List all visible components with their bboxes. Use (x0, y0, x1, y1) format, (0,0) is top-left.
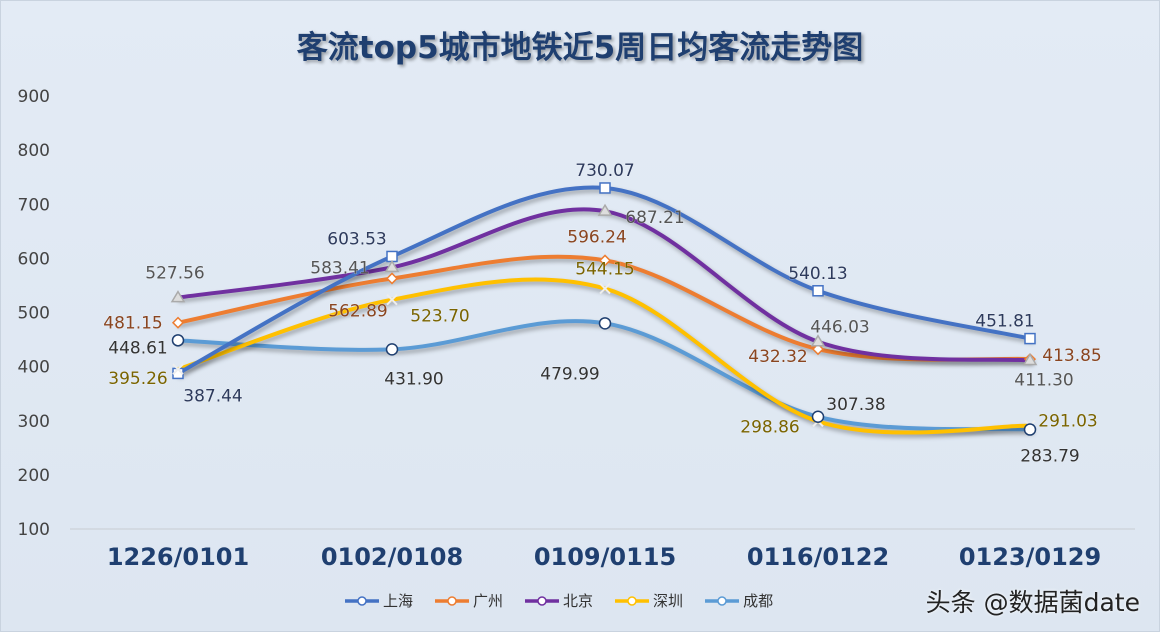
data-point-marker (810, 334, 826, 347)
y-tick-label: 900 (18, 87, 50, 107)
data-label: 387.44 (183, 386, 242, 406)
data-point-marker (1023, 423, 1037, 436)
watermark: 头条 @数据菌date (925, 588, 1140, 617)
data-point-marker (171, 334, 185, 347)
series-line-成都 (176, 319, 1032, 432)
legend-item-成都[interactable]: 成都 (705, 590, 773, 611)
legend-swatch (525, 595, 560, 606)
legend-item-深圳[interactable]: 深圳 (615, 590, 683, 611)
data-point-marker (1024, 332, 1036, 345)
data-point-marker (1022, 353, 1038, 366)
data-label: 448.61 (108, 338, 167, 358)
data-point-marker (597, 203, 613, 216)
y-tick-label: 800 (18, 141, 50, 161)
y-tick-label: 300 (18, 412, 50, 432)
data-label: 431.90 (384, 369, 443, 389)
data-label: 540.13 (788, 264, 847, 284)
y-tick-label: 200 (18, 466, 50, 486)
data-label: 562.89 (328, 301, 387, 321)
data-point-marker (385, 343, 399, 356)
x-tick-label: 0123/0129 (959, 543, 1101, 571)
x-tick-label: 0116/0122 (747, 543, 889, 571)
data-point-marker (811, 410, 825, 424)
legend-label: 上海 (383, 592, 414, 610)
data-label: 298.86 (740, 417, 799, 437)
data-label: 451.81 (975, 312, 1034, 332)
data-label: 283.79 (1020, 447, 1079, 467)
chart-title: 客流top5城市地铁近5周日均客流走势图 (296, 30, 864, 66)
legend-swatch (435, 595, 470, 606)
legend: 上海 广州 北京 深圳 成都 (345, 590, 773, 611)
data-label: 523.70 (410, 307, 469, 327)
legend-swatch (345, 595, 379, 606)
data-label: 687.21 (625, 208, 684, 228)
data-point-marker (384, 259, 400, 273)
legend-item-北京[interactable]: 北京 (525, 590, 593, 611)
data-point-marker (812, 285, 824, 297)
data-label: 291.03 (1038, 412, 1097, 432)
data-label: 432.32 (748, 347, 807, 367)
data-label: 544.15 (575, 260, 634, 280)
data-point-marker (385, 272, 399, 285)
data-point-marker (598, 254, 612, 267)
y-tick-label: 700 (18, 195, 50, 215)
data-point-marker (171, 316, 185, 329)
data-label: 583.41 (310, 258, 369, 278)
y-tick-label: 500 (18, 304, 50, 324)
data-point-marker (170, 290, 186, 303)
data-label: 603.53 (327, 229, 386, 249)
legend-label: 深圳 (653, 592, 684, 610)
data-label: 596.24 (567, 227, 626, 247)
y-tick-label: 600 (18, 249, 50, 269)
data-label: 411.30 (1014, 371, 1073, 391)
data-point-marker (598, 317, 612, 330)
y-tick-label: 400 (18, 358, 50, 378)
data-point-marker (599, 282, 611, 295)
data-point-marker (386, 293, 398, 306)
legend-label: 成都 (743, 592, 774, 610)
data-point-marker (172, 363, 184, 375)
data-label: 527.56 (145, 264, 204, 284)
data-label: 479.99 (540, 364, 599, 384)
x-tick-label: 1226/0101 (107, 543, 249, 571)
legend-item-上海[interactable]: 上海 (345, 590, 413, 611)
data-point-marker (599, 182, 611, 194)
x-tick-label: 0109/0115 (534, 543, 676, 571)
data-label: 481.15 (103, 314, 162, 334)
y-tick-label: 100 (18, 520, 50, 540)
data-label: 730.07 (575, 161, 634, 181)
legend-label: 广州 (473, 592, 504, 610)
data-point-marker (811, 343, 825, 356)
legend-item-广州[interactable]: 广州 (435, 590, 503, 611)
x-tick-label: 0102/0108 (321, 543, 463, 571)
data-label: 413.85 (1042, 346, 1101, 366)
legend-swatch (615, 595, 650, 606)
legend-swatch (705, 595, 740, 606)
data-label: 395.26 (108, 369, 167, 389)
data-label: 307.38 (826, 395, 885, 415)
data-label: 446.03 (810, 318, 869, 338)
legend-label: 北京 (563, 592, 594, 610)
